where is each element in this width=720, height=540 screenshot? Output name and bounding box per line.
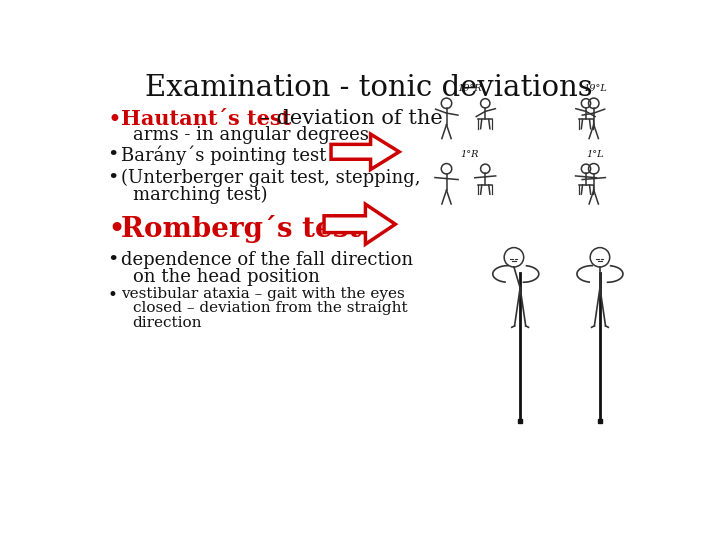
- Text: Romberg´s test: Romberg´s test: [121, 215, 361, 243]
- Text: closed – deviation from the straight: closed – deviation from the straight: [132, 301, 408, 315]
- Text: dependence of the fall direction: dependence of the fall direction: [121, 251, 413, 269]
- Text: •: •: [107, 251, 118, 269]
- Polygon shape: [324, 204, 395, 244]
- Text: •: •: [107, 146, 118, 164]
- Text: •: •: [107, 168, 118, 187]
- Text: Examination - tonic deviations: Examination - tonic deviations: [145, 74, 593, 102]
- Text: Hautant´s test: Hautant´s test: [121, 110, 292, 130]
- Text: 19°L: 19°L: [583, 84, 607, 93]
- Text: vestibular ataxia – gait with the eyes: vestibular ataxia – gait with the eyes: [121, 287, 405, 301]
- Text: Barány´s pointing test: Barány´s pointing test: [121, 146, 326, 165]
- Text: arms - in angular degrees: arms - in angular degrees: [132, 126, 369, 144]
- Text: (Unterberger gait test, stepping,: (Unterberger gait test, stepping,: [121, 168, 420, 187]
- Text: •: •: [107, 110, 121, 132]
- Polygon shape: [331, 134, 399, 170]
- Bar: [518, 419, 522, 423]
- Text: marching test): marching test): [132, 186, 267, 204]
- Text: direction: direction: [132, 316, 202, 330]
- Bar: [598, 419, 602, 423]
- Text: •: •: [107, 287, 117, 303]
- Text: 1°L: 1°L: [587, 150, 604, 159]
- Text: on the head position: on the head position: [132, 268, 320, 286]
- Text: 19°R: 19°R: [457, 84, 482, 93]
- Text: •: •: [107, 215, 125, 246]
- Text: 1°R: 1°R: [461, 150, 479, 159]
- Text: – deviation of the: – deviation of the: [253, 110, 443, 129]
